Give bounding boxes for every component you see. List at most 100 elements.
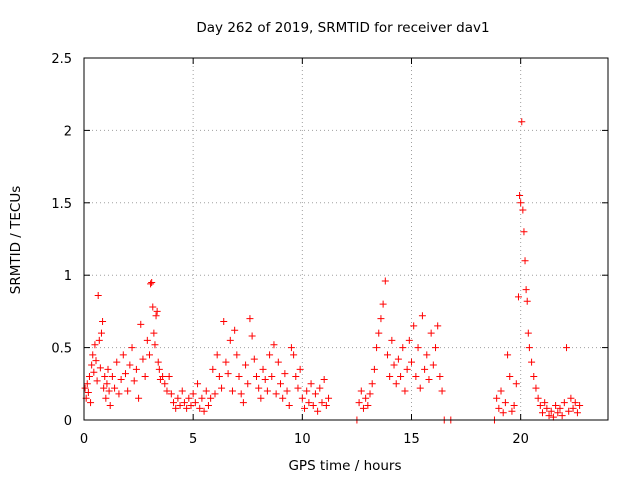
data-point — [514, 293, 522, 301]
data-point — [532, 384, 540, 392]
data-point — [170, 399, 178, 407]
data-point — [102, 394, 110, 402]
data-point — [436, 373, 444, 381]
data-point — [556, 404, 564, 412]
data-point — [536, 402, 544, 410]
data-point — [151, 341, 159, 349]
chart-title: Day 262 of 2019, SRMTID for receiver dav… — [196, 20, 489, 36]
data-point — [552, 402, 560, 410]
data-point — [359, 404, 367, 412]
data-point — [290, 351, 298, 359]
x-tick-label: 20 — [512, 432, 529, 447]
data-point — [248, 332, 256, 340]
data-point — [257, 394, 265, 402]
data-point — [408, 358, 415, 366]
data-point — [390, 361, 398, 369]
data-point — [296, 365, 304, 373]
data-point — [388, 336, 396, 344]
data-point — [121, 370, 129, 378]
data-point — [81, 384, 89, 392]
data-point — [200, 407, 208, 415]
data-point — [90, 368, 98, 376]
data-point — [91, 341, 99, 349]
data-point — [520, 228, 528, 236]
data-point — [97, 329, 105, 337]
data-point — [128, 344, 136, 352]
data-point — [392, 380, 400, 388]
data-point — [307, 380, 315, 388]
data-point — [132, 365, 140, 373]
data-point — [137, 320, 145, 328]
data-point — [558, 412, 566, 420]
data-point — [362, 394, 370, 402]
data-point — [563, 344, 571, 352]
data-point — [100, 384, 108, 392]
data-point — [233, 351, 241, 359]
axis-ticks: 0 5 10 15 20 0 0.5 1 1.5 2 2.5 — [51, 52, 608, 447]
data-point — [244, 380, 252, 388]
data-point — [528, 358, 536, 366]
data-point — [161, 380, 169, 388]
data-point — [152, 312, 160, 320]
data-point — [87, 399, 95, 407]
data-point — [301, 404, 309, 412]
data-point — [543, 404, 551, 412]
data-point — [525, 344, 533, 352]
data-point — [105, 387, 113, 395]
data-point — [191, 399, 199, 407]
data-point — [146, 351, 153, 359]
data-point — [316, 384, 324, 392]
data-point — [504, 351, 512, 359]
data-point — [237, 390, 245, 398]
data-point — [111, 384, 119, 392]
data-point — [239, 399, 247, 407]
data-point — [516, 192, 524, 200]
data-point — [434, 322, 442, 330]
data-point — [534, 394, 542, 402]
data-point — [298, 394, 306, 402]
data-point — [130, 377, 138, 385]
data-point — [429, 361, 437, 369]
data-point — [83, 380, 91, 388]
data-point — [421, 365, 429, 373]
data-point — [220, 318, 228, 326]
data-point — [202, 387, 210, 395]
data-point — [185, 394, 193, 402]
data-point — [207, 394, 215, 402]
data-point — [96, 364, 104, 372]
data-point — [379, 300, 387, 308]
y-axis-label: SRMTID / TECUs — [8, 186, 24, 294]
data-point — [285, 402, 293, 410]
data-point — [423, 351, 431, 359]
data-point — [521, 257, 529, 265]
data-point — [567, 394, 575, 402]
data-point — [320, 375, 328, 383]
data-point — [410, 322, 418, 330]
data-point — [99, 318, 107, 326]
data-point — [228, 387, 236, 395]
data-point — [547, 407, 555, 415]
data-point — [259, 365, 267, 373]
data-point — [213, 351, 221, 359]
data-point — [115, 390, 123, 398]
data-point — [366, 390, 374, 398]
data-point — [101, 373, 109, 381]
data-point — [252, 373, 260, 381]
data-point — [377, 315, 385, 323]
data-point — [246, 315, 254, 323]
data-point — [250, 355, 258, 363]
data-point — [106, 402, 114, 410]
data-point — [84, 388, 92, 396]
data-point — [172, 404, 180, 412]
data-point — [412, 373, 420, 381]
data-point — [108, 373, 116, 381]
data-point — [322, 402, 330, 410]
data-point — [414, 344, 422, 352]
x-tick-label: 15 — [403, 432, 420, 447]
data-point — [560, 399, 568, 407]
data-point — [403, 365, 411, 373]
data-point — [539, 409, 546, 417]
data-point — [506, 373, 514, 381]
data-point — [268, 373, 276, 381]
data-point — [294, 384, 302, 392]
